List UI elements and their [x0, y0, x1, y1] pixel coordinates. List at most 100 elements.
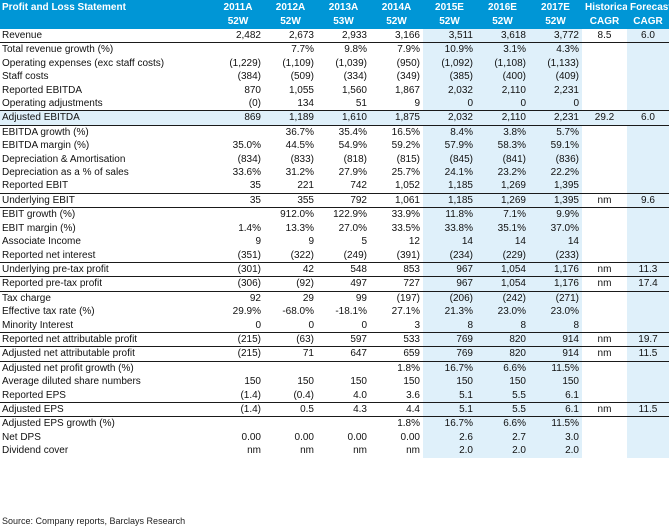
row-value: (385) [423, 70, 476, 84]
table-row: Adjusted net profit growth (%) 1.8% 16.7% 6… [0, 360, 669, 376]
row-value: 0 [423, 97, 476, 111]
row-value: (306) [212, 276, 264, 292]
row-value: (1,092) [423, 56, 476, 71]
row-label: Reported net attributable profit [0, 331, 212, 347]
forecast-cagr-value [627, 83, 669, 98]
historical-cagr-value [582, 139, 627, 152]
row-label: Adjusted EPS growth (%) [0, 416, 212, 431]
row-value: 25.7% [391, 167, 420, 179]
row-value: (1.4) [240, 389, 261, 401]
row-value: 27.9% [338, 167, 367, 179]
row-value: 33.6% [232, 167, 261, 179]
row-value: (197) [370, 290, 423, 306]
row-value: 912.0% [264, 207, 317, 222]
forecast-cagr-subheader: CAGR [627, 15, 669, 29]
row-value: 4.0 [353, 389, 367, 401]
row-value: 0.00 [241, 431, 261, 443]
row-value: (1,109) [282, 57, 314, 69]
weeks-header: 52W [212, 15, 264, 29]
row-value: 31.2% [285, 167, 314, 179]
forecast-cagr-value: 6.0 [627, 29, 669, 43]
row-value: 0 [308, 319, 314, 331]
row-label: Underlying pre-tax profit [0, 261, 212, 277]
weeks-header: 53W [317, 15, 370, 29]
row-value [212, 42, 264, 57]
row-value: 1,054 [476, 261, 529, 277]
row-value: 27.0% [338, 222, 367, 234]
table-row: Total revenue growth (%) 7.7% 9.8% 7.9% 10.9… [0, 42, 669, 57]
row-value: 8 [423, 318, 476, 333]
row-value: 1,395 [529, 179, 582, 194]
row-value: (841) [476, 152, 529, 167]
row-value: 37.0% [529, 221, 582, 236]
row-value: 35 [212, 192, 264, 208]
table-row: Staff costs (384) (509) (334) (349) (385) (400… [0, 70, 669, 84]
row-value: 6.6% [476, 360, 529, 376]
year-header: 2016E [476, 0, 529, 15]
historical-cagr-value [582, 207, 627, 222]
row-label: Operating expenses (exc staff costs) [2, 57, 165, 69]
row-value: 36.7% [264, 124, 317, 140]
forecast-cagr-value [627, 375, 669, 389]
row-value: 11.8% [423, 207, 476, 222]
row-value: 134 [297, 98, 314, 110]
table-row: EBITDA growth (%) 36.7% 35.4% 16.5% 8.4% 3.8%… [0, 124, 669, 140]
row-value: 51 [355, 98, 367, 110]
row-value: 23.0% [529, 305, 582, 319]
historical-cagr-value [582, 444, 627, 457]
table-row: Depreciation as a % of sales 33.6% 31.2% 27… [0, 166, 669, 180]
row-label: Associate Income [2, 236, 81, 248]
year-header: 2017E [529, 0, 582, 15]
row-value: 1,055 [288, 84, 314, 96]
table-row: Dividend cover nm nm nm nm 2.0 2.0 2.0 [0, 444, 669, 458]
row-label: Effective tax rate (%) [2, 306, 95, 318]
historical-cagr-value: nm [582, 401, 627, 417]
row-label: Total revenue growth (%) [0, 42, 212, 57]
row-value: 21.3% [423, 305, 476, 319]
weeks-header: 52W [529, 15, 582, 29]
row-value: 4.3% [529, 42, 582, 57]
year-header: 2011A [212, 0, 264, 15]
row-value: 33.5% [391, 222, 420, 234]
row-value: 42 [264, 261, 317, 277]
row-label: Revenue [2, 30, 43, 41]
weeks-header: 52W [476, 15, 529, 29]
table-row: EBIT margin (%) 1.4% 13.3% 27.0% 33.5% 33.8% 3… [0, 221, 669, 236]
forecast-cagr-value [627, 248, 669, 263]
forecast-cagr-value [627, 152, 669, 167]
row-value: 1,185 [423, 179, 476, 194]
row-value: 2.0 [476, 444, 529, 458]
row-value: 1,054 [476, 276, 529, 292]
row-value: 870 [244, 84, 261, 96]
row-value: 3.0 [529, 430, 582, 445]
row-value: 221 [297, 180, 314, 192]
historical-cagr-value [582, 431, 627, 444]
row-value: (215) [212, 346, 264, 362]
row-value: (351) [237, 249, 261, 261]
table-row: EBIT growth (%) 912.0% 122.9% 33.9% 11.8% 7.1… [0, 207, 669, 222]
row-value: 59.2% [391, 140, 420, 152]
forecast-cagr-value [627, 305, 669, 319]
row-value: 1.8% [370, 360, 423, 376]
weeks-header: 52W [264, 15, 317, 29]
row-value: 35 [249, 180, 261, 192]
row-value: 150 [244, 376, 261, 388]
row-value: 914 [529, 331, 582, 347]
table-row: Operating expenses (exc staff costs) (1,2… [0, 56, 669, 71]
row-value: (1,108) [476, 56, 529, 71]
row-value: 8.4% [423, 124, 476, 140]
row-value: 14 [423, 235, 476, 249]
row-value: (234) [423, 248, 476, 263]
row-value: 23.2% [476, 166, 529, 180]
row-value: 2.0 [423, 444, 476, 458]
table-row: Reported EPS (1.4) (0.4) 4.0 3.6 5.1 5.5 6.1 [0, 388, 669, 403]
row-value: 35.0% [232, 140, 261, 152]
forecast-cagr-value [627, 42, 669, 57]
row-value: nm [406, 445, 420, 457]
row-label: Adjusted net profit growth (%) [0, 360, 212, 376]
row-value: (1,039) [335, 57, 367, 69]
row-value: 0.00 [347, 431, 367, 443]
row-value: 2.7 [476, 430, 529, 445]
row-value: 5.1 [423, 388, 476, 403]
row-value: 5.7% [529, 124, 582, 140]
